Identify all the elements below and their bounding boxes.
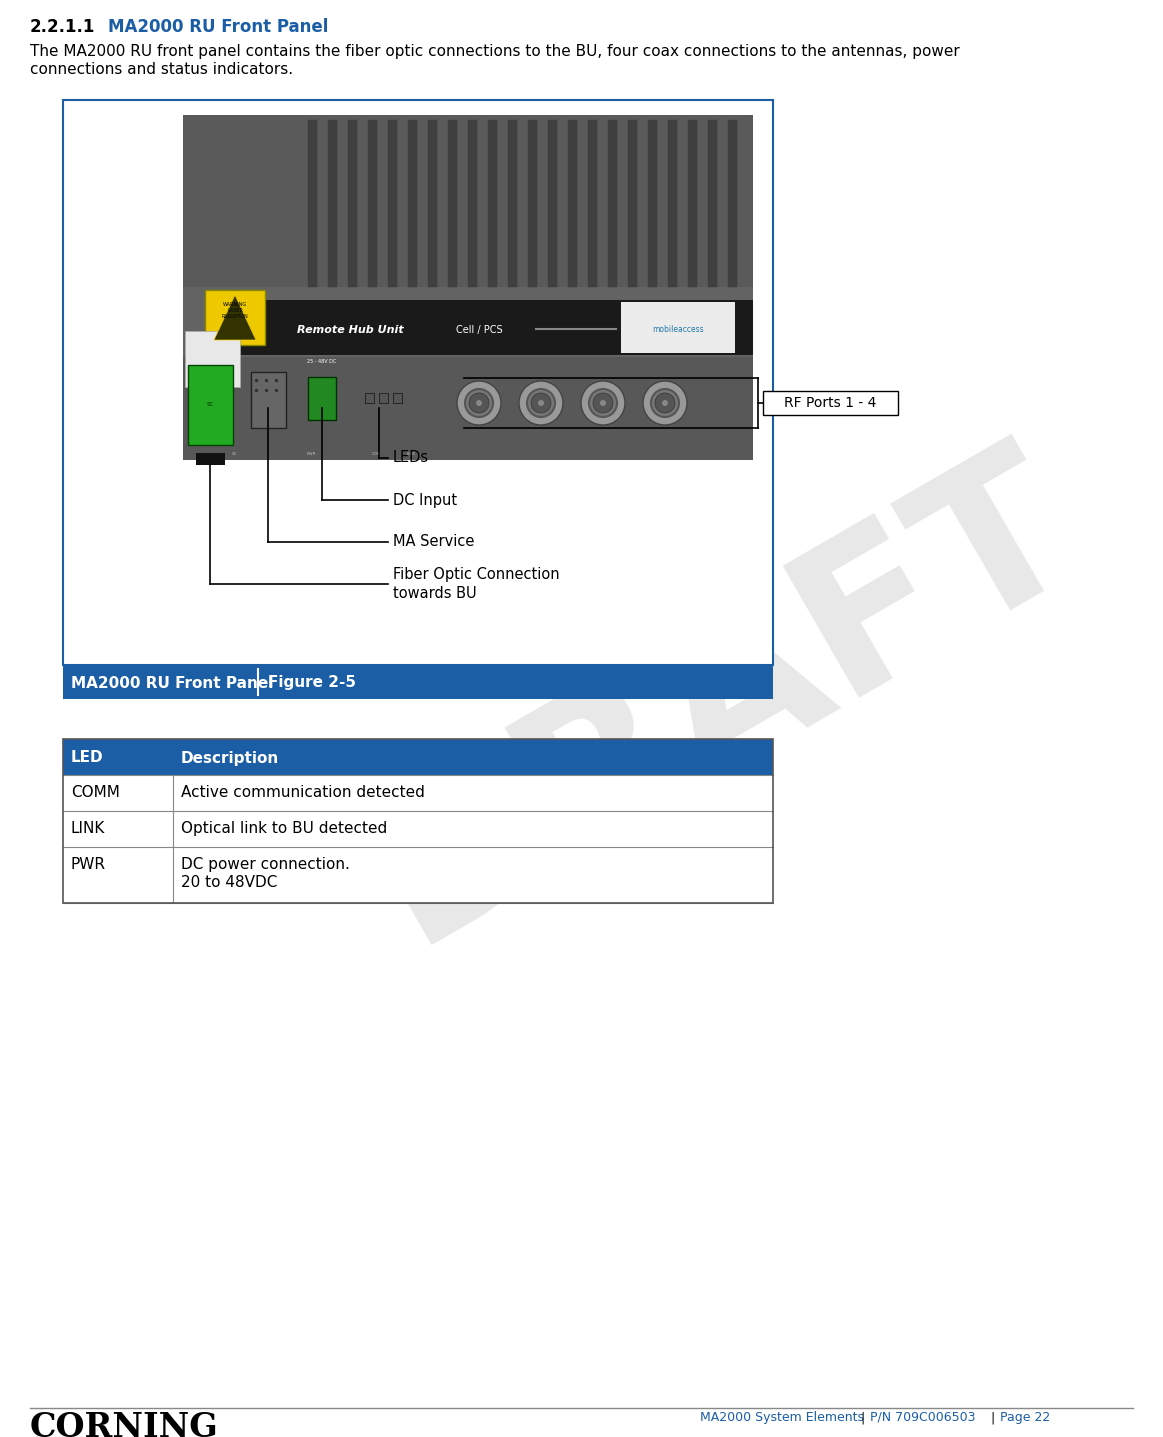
Text: PWR: PWR <box>306 453 315 456</box>
Bar <box>63 775 773 810</box>
Circle shape <box>469 392 488 412</box>
Text: SC: SC <box>231 453 237 456</box>
Bar <box>328 121 337 287</box>
Bar <box>548 121 557 287</box>
Circle shape <box>643 381 687 425</box>
Bar <box>63 739 773 775</box>
Polygon shape <box>214 295 256 341</box>
Bar <box>628 121 637 287</box>
Text: Page 22: Page 22 <box>1000 1411 1050 1424</box>
Circle shape <box>651 389 679 417</box>
Circle shape <box>582 381 625 425</box>
Bar <box>688 121 697 287</box>
Text: Fiber Optic Connection
towards BU: Fiber Optic Connection towards BU <box>393 568 559 601</box>
Text: Description: Description <box>181 750 279 766</box>
Bar <box>308 121 317 287</box>
Text: LEDs: LEDs <box>393 451 429 466</box>
Bar <box>63 665 773 698</box>
Circle shape <box>476 399 481 407</box>
Text: connections and status indicators.: connections and status indicators. <box>30 62 293 78</box>
Text: PWR: PWR <box>71 856 106 872</box>
Text: |: | <box>859 1411 864 1424</box>
Bar <box>568 121 577 287</box>
Circle shape <box>465 389 493 417</box>
Circle shape <box>600 399 606 407</box>
Bar <box>588 121 597 287</box>
Text: 25 - 48V DC: 25 - 48V DC <box>307 359 336 364</box>
Circle shape <box>662 399 668 407</box>
Bar <box>251 372 286 428</box>
Text: MA2000 System Elements: MA2000 System Elements <box>700 1411 864 1424</box>
Text: mobileaccess: mobileaccess <box>652 325 704 333</box>
Circle shape <box>519 381 563 425</box>
Bar <box>408 121 418 287</box>
Bar <box>708 121 718 287</box>
Bar <box>197 453 224 466</box>
Text: Remote Hub Unit: Remote Hub Unit <box>297 325 404 335</box>
Bar <box>365 392 374 402</box>
Text: RF Ports 1 - 4: RF Ports 1 - 4 <box>784 397 876 410</box>
Text: The MA2000 RU front panel contains the fiber optic connections to the BU, four c: The MA2000 RU front panel contains the f… <box>30 45 959 59</box>
Bar <box>183 287 752 460</box>
Text: COMM: COMM <box>71 785 120 800</box>
Text: Figure 2-5: Figure 2-5 <box>267 675 356 691</box>
Text: WARNING
LASER
RADIATION: WARNING LASER RADIATION <box>222 302 249 319</box>
Bar <box>308 376 336 420</box>
Bar <box>63 739 773 902</box>
Bar <box>379 392 388 402</box>
Bar <box>183 356 752 460</box>
Bar <box>183 115 752 287</box>
Text: LED: LED <box>71 750 104 766</box>
Text: LINK: LINK <box>71 821 106 836</box>
Text: Cell / PCS: Cell / PCS <box>456 325 502 335</box>
Text: 2.2.1.1: 2.2.1.1 <box>30 19 95 36</box>
Text: MA2000 RU Front Panel: MA2000 RU Front Panel <box>71 675 273 691</box>
Text: CON: CON <box>371 453 380 456</box>
Bar <box>393 392 402 402</box>
Bar <box>63 810 773 846</box>
Text: MA2000 RU Front Panel: MA2000 RU Front Panel <box>108 19 328 36</box>
Bar <box>185 331 240 387</box>
Bar <box>508 121 518 287</box>
Circle shape <box>457 381 501 425</box>
Text: Optical link to BU detected: Optical link to BU detected <box>181 821 387 836</box>
Text: 20 to 48VDC: 20 to 48VDC <box>181 875 277 890</box>
Text: |: | <box>990 1411 994 1424</box>
Text: DRAFT: DRAFT <box>333 418 1110 983</box>
Bar <box>368 121 377 287</box>
Bar <box>183 115 752 460</box>
Bar <box>188 365 233 445</box>
Bar <box>468 121 477 287</box>
Circle shape <box>538 399 544 407</box>
Bar <box>63 101 773 665</box>
Bar <box>763 391 898 415</box>
Bar <box>608 121 618 287</box>
Text: DC Input: DC Input <box>393 493 457 507</box>
Bar <box>388 121 397 287</box>
Bar <box>668 121 677 287</box>
Bar <box>348 121 357 287</box>
Bar <box>488 121 497 287</box>
Bar <box>648 121 657 287</box>
Bar <box>621 302 735 354</box>
Text: LINK: LINK <box>407 453 415 456</box>
Text: Active communication detected: Active communication detected <box>181 785 424 800</box>
Text: SC: SC <box>206 402 214 408</box>
Bar <box>63 846 773 902</box>
Text: MA Service: MA Service <box>393 535 475 549</box>
Circle shape <box>527 389 555 417</box>
Circle shape <box>531 392 551 412</box>
Circle shape <box>655 392 675 412</box>
Text: DC power connection.: DC power connection. <box>181 856 350 872</box>
Circle shape <box>588 389 618 417</box>
Bar <box>448 121 457 287</box>
Bar <box>728 121 737 287</box>
Text: P/N 709C006503: P/N 709C006503 <box>870 1411 976 1424</box>
Bar <box>428 121 437 287</box>
Bar <box>528 121 537 287</box>
Bar <box>205 290 265 345</box>
Circle shape <box>593 392 613 412</box>
Bar <box>228 300 752 355</box>
Text: CORNING: CORNING <box>30 1411 219 1437</box>
